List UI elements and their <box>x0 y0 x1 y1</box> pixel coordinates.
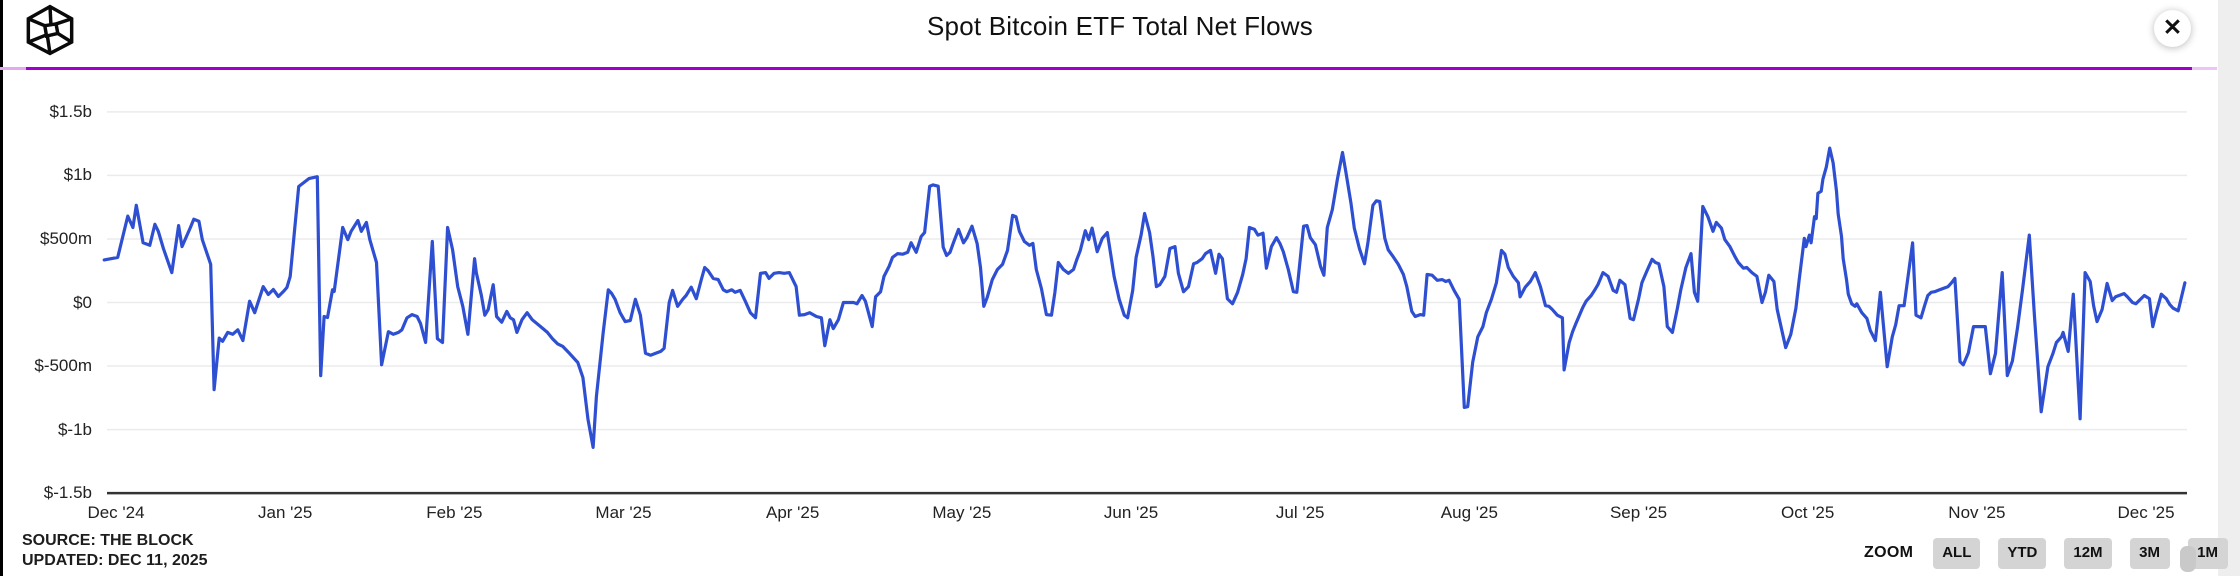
x-axis-tick-label: Dec '24 <box>87 503 145 522</box>
page-title: Spot Bitcoin ETF Total Net Flows <box>927 11 1313 41</box>
accent-rule-left <box>0 67 26 70</box>
zoom-controls: ZOOM ALL YTD 12M 3M 1M <box>1864 538 2228 569</box>
x-axis-tick-label: Jul '25 <box>1275 503 1325 522</box>
zoom-button-all[interactable]: ALL <box>1933 538 1981 569</box>
zoom-label: ZOOM <box>1864 544 1914 562</box>
y-axis-tick-label: $0 <box>73 292 92 312</box>
y-axis-tick-label: $-1b <box>57 419 92 439</box>
net-flows-series-line <box>102 146 2187 449</box>
zoom-button-3m[interactable]: 3M <box>2129 538 2170 569</box>
x-axis-tick-label: Aug '25 <box>1440 503 1498 522</box>
x-axis-tick-label: Dec '25 <box>2117 503 2175 522</box>
x-axis-tick-label: Sep '25 <box>1609 503 1668 522</box>
x-axis-tick-label: Nov '25 <box>1948 503 2006 522</box>
x-axis-tick-label: Jun '25 <box>1103 503 1159 522</box>
scrollbar-thumb[interactable] <box>2180 546 2196 572</box>
accent-rule <box>26 67 2192 70</box>
x-axis-tick-label: Apr '25 <box>766 503 820 522</box>
window-left-edge <box>0 0 3 576</box>
source-line: SOURCE: THE BLOCK <box>22 532 194 549</box>
x-axis-tick-label: Feb '25 <box>426 503 483 522</box>
updated-line: UPDATED: DEC 11, 2025 <box>22 552 208 569</box>
zoom-button-ytd[interactable]: YTD <box>1998 538 2047 569</box>
source-attribution: SOURCE: THE BLOCK UPDATED: DEC 11, 2025 <box>22 531 208 571</box>
zoom-button-12m[interactable]: 12M <box>2064 538 2112 569</box>
y-axis-tick-label: $-1.5b <box>43 483 92 503</box>
the-block-logo-icon <box>26 4 74 56</box>
x-axis-tick-label: Jan '25 <box>258 503 313 522</box>
close-icon: ✕ <box>2162 14 2183 40</box>
x-axis-tick-label: Oct '25 <box>1781 503 1835 522</box>
accent-rule-right <box>2192 67 2217 70</box>
y-axis-tick-label: $1.5b <box>49 101 92 121</box>
x-axis-tick-label: Mar '25 <box>595 503 652 522</box>
y-axis-tick-label: $-500m <box>34 356 92 376</box>
y-axis-tick-label: $500m <box>40 228 92 248</box>
close-button[interactable]: ✕ <box>2154 10 2191 47</box>
y-axis-tick-label: $1b <box>63 165 92 185</box>
x-axis-tick-label: May '25 <box>932 503 992 522</box>
zoom-buttons-group: ALL YTD 12M 3M 1M <box>1933 538 2228 569</box>
window-right-gutter <box>2218 0 2240 576</box>
